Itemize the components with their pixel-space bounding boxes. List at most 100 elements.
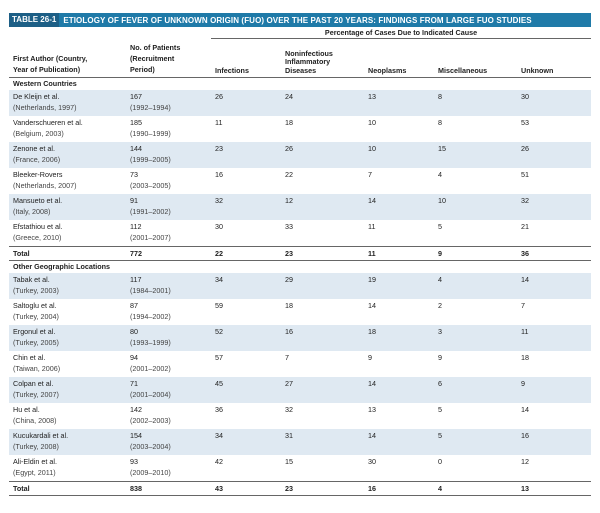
- misc-cell: 0: [438, 457, 442, 466]
- author-cell: Saltoglu et al. (Turkey, 2004): [9, 299, 126, 325]
- noninfectious-header-line: Inflammatory: [285, 57, 331, 66]
- misc-cell: 3: [434, 325, 517, 351]
- author-name: Mansueto et al.: [13, 196, 63, 205]
- total-row: Total 838 43 23 16 4 13: [9, 481, 592, 496]
- patient-count: 73: [130, 170, 138, 179]
- percentage-header: Percentage of Cases Due to Indicated Cau…: [211, 27, 592, 39]
- patients-cell: 154 (2003–2004): [126, 429, 211, 455]
- noninfectious-cell: 31: [281, 429, 364, 455]
- total-neoplasms: 11: [364, 246, 434, 261]
- total-patients: 838: [126, 481, 211, 496]
- fuo-studies-table: First Author (Country, Year of Publicati…: [9, 27, 592, 496]
- patients-cell: 80 (1993–1999): [126, 325, 211, 351]
- patient-count: 167: [130, 92, 142, 101]
- total-misc: 4: [434, 481, 517, 496]
- author-cell: Tabak et al. (Turkey, 2003): [9, 273, 126, 299]
- section-header-row: Other Geographic Locations: [9, 260, 592, 273]
- author-origin: (Greece, 2010): [13, 233, 62, 242]
- patient-count: 71: [130, 379, 138, 388]
- patients-column-header: No. of Patients (Recruitment Period): [126, 27, 211, 78]
- total-infections: 43: [211, 481, 281, 496]
- author-cell: De Kleijn et al. (Netherlands, 1997): [9, 90, 126, 116]
- author-origin: (Italy, 2008): [13, 207, 51, 216]
- noninfectious-cell: 16: [281, 325, 364, 351]
- neoplasms-cell: 30: [368, 457, 376, 466]
- unknown-column-header: Unknown: [521, 65, 554, 75]
- patient-count: 94: [130, 353, 138, 362]
- patient-count: 142: [130, 405, 142, 414]
- unknown-cell: 32: [517, 194, 592, 220]
- author-cell: Kucukardali et al. (Turkey, 2008): [9, 429, 126, 455]
- unknown-cell: 7: [521, 301, 525, 310]
- section-header-row: Western Countries: [9, 77, 592, 90]
- infections-cell: 34: [211, 273, 281, 299]
- author-cell: Zenone et al. (France, 2006): [9, 142, 126, 168]
- noninfectious-cell: 22: [285, 170, 293, 179]
- table-row: Saltoglu et al. (Turkey, 2004) 87 (1994–200…: [9, 299, 591, 325]
- total-row: Total 772 22 23 11 9 36: [9, 246, 592, 261]
- table-title: ETIOLOGY OF FEVER OF UNKNOWN ORIGIN (FUO…: [63, 15, 532, 25]
- author-origin: (Turkey, 2004): [13, 312, 59, 321]
- patient-count: 93: [130, 457, 138, 466]
- noninfectious-cell: 27: [281, 377, 364, 403]
- misc-cell: 5: [438, 222, 442, 231]
- patients-cell: 87 (1994–2002): [126, 299, 211, 325]
- neoplasms-cell: 7: [368, 170, 372, 179]
- author-name: Ali-Eldin et al.: [13, 457, 57, 466]
- total-label: Total: [9, 246, 126, 261]
- author-cell: Ergonul et al. (Turkey, 2005): [9, 325, 126, 351]
- noninfectious-cell: 29: [281, 273, 364, 299]
- neoplasms-cell: 14: [364, 377, 434, 403]
- neoplasms-cell: 11: [368, 222, 376, 231]
- author-origin: (Turkey, 2007): [13, 390, 59, 399]
- table-row: Mansueto et al. (Italy, 2008) 91 (1991–2002…: [9, 194, 592, 220]
- table-row: Zenone et al. (France, 2006) 144 (1999–2005…: [9, 142, 592, 168]
- recruitment-period: (2009–2010): [130, 468, 171, 477]
- table-row: Chin et al. (Taiwan, 2006) 94 (2001–2002) 57…: [9, 351, 591, 377]
- noninfectious-header-line: Diseases: [285, 65, 317, 75]
- patients-cell: 73 (2003–2005): [126, 168, 211, 194]
- table-row: Colpan et al. (Turkey, 2007) 71 (2001–2004)…: [9, 377, 592, 403]
- total-unknown: 13: [517, 481, 592, 496]
- misc-cell: 4: [438, 170, 442, 179]
- noninfectious-header-line: Noninfectious: [285, 48, 333, 58]
- unknown-cell: 51: [521, 170, 529, 179]
- author-origin: (Taiwan, 2006): [13, 364, 61, 373]
- patients-cell: 71 (2001–2004): [126, 377, 211, 403]
- author-cell: Hu et al. (China, 2008): [9, 403, 126, 429]
- author-origin: (Egypt, 2011): [13, 468, 56, 477]
- recruitment-period: (2001–2007): [130, 233, 171, 242]
- table-row: Ergonul et al. (Turkey, 2005) 80 (1993–1999…: [9, 325, 592, 351]
- patients-cell: 144 (1999–2005): [126, 142, 211, 168]
- unknown-cell: 9: [517, 377, 592, 403]
- table-row: Tabak et al. (Turkey, 2003) 117 (1984–2001)…: [9, 273, 592, 299]
- recruitment-period: (2002–2003): [130, 416, 171, 425]
- table-row: Bleeker-Rovers (Netherlands, 2007) 73 (2003…: [9, 168, 591, 194]
- author-origin: (China, 2008): [13, 416, 57, 425]
- infections-cell: 30: [215, 222, 223, 231]
- author-name: Zenone et al.: [13, 144, 55, 153]
- neoplasms-cell: 14: [364, 194, 434, 220]
- author-cell: Vanderschueren et al. (Belgium, 2003): [9, 116, 126, 142]
- table-header: First Author (Country, Year of Publicati…: [9, 27, 592, 78]
- patients-cell: 142 (2002–2003): [126, 403, 211, 429]
- unknown-cell: 11: [517, 325, 592, 351]
- recruitment-period: (1999–2005): [130, 155, 171, 164]
- table-row: Vanderschueren et al. (Belgium, 2003) 185 (…: [9, 116, 591, 142]
- total-patients: 772: [126, 246, 211, 261]
- misc-cell: 8: [434, 90, 517, 116]
- unknown-cell: 53: [521, 118, 529, 127]
- neoplasms-cell: 18: [364, 325, 434, 351]
- noninfectious-column-header: Noninfectious Inflammatory Diseases: [281, 39, 364, 78]
- unknown-cell: 14: [521, 405, 529, 414]
- neoplasms-column-header: Neoplasms: [368, 65, 407, 75]
- author-cell: Bleeker-Rovers (Netherlands, 2007): [9, 168, 126, 194]
- author-name: Vanderschueren et al.: [13, 118, 83, 127]
- author-name: Tabak et al.: [13, 275, 50, 284]
- recruitment-period: (2003–2005): [130, 181, 171, 190]
- total-label: Total: [9, 481, 126, 496]
- misc-cell: 9: [438, 353, 442, 362]
- misc-cell: 4: [434, 273, 517, 299]
- author-column-header: First Author (Country, Year of Publicati…: [9, 27, 126, 78]
